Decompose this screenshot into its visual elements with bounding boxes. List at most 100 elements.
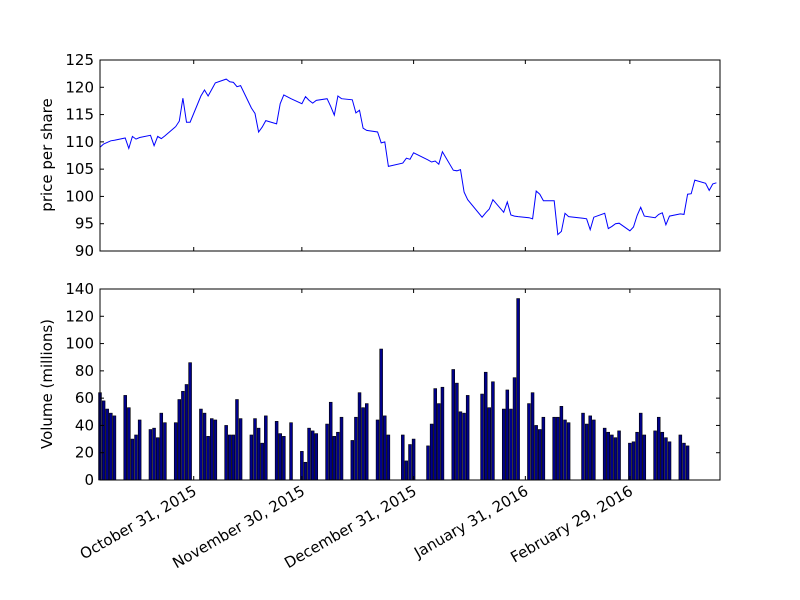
volume-bar: [617, 430, 621, 481]
volume-bar: [109, 412, 113, 481]
volume-bar: [451, 369, 455, 481]
volume-ytick-label: 20: [75, 444, 94, 462]
volume-bar: [501, 408, 506, 481]
volume-bar: [332, 436, 337, 481]
volume-bar: [512, 377, 517, 481]
volume-bar: [401, 434, 405, 481]
volume-bar: [148, 429, 153, 481]
volume-bar: [642, 434, 647, 481]
volume-bar: [202, 412, 207, 481]
volume-bar: [181, 391, 185, 481]
volume-bar: [127, 407, 131, 481]
volume-bar: [364, 403, 369, 481]
price-line: [99, 78, 717, 236]
volume-bar: [631, 441, 636, 481]
volume-bar: [664, 437, 668, 481]
volume-bar: [667, 441, 672, 481]
price-y-axis: 90 95 100 105 110 115 120 125: [65, 51, 720, 260]
volume-bar: [249, 434, 254, 481]
volume-bar: [566, 422, 571, 481]
volume-ytick-label: 0: [84, 471, 94, 489]
volume-bar: [339, 416, 344, 481]
price-ytick-label: 95: [75, 215, 94, 233]
volume-bar: [610, 434, 614, 481]
volume-bar: [173, 422, 178, 481]
volume-y-axis: 0 20 40 60 80 100 120 140: [65, 280, 720, 489]
volume-bar: [310, 430, 315, 481]
volume-bar: [325, 423, 329, 481]
volume-bar: [163, 422, 167, 481]
volume-bar: [105, 408, 109, 481]
volume-bar: [559, 406, 564, 481]
volume-bar: [602, 427, 607, 481]
volume-ytick-label: 140: [65, 280, 94, 298]
volume-bar: [213, 419, 218, 481]
volume-bar: [462, 412, 466, 481]
volume-bar: [455, 382, 459, 481]
volume-ytick-label: 60: [75, 389, 94, 407]
volume-bar: [235, 399, 239, 481]
volume-bar: [357, 392, 362, 481]
volume-bar: [336, 431, 340, 481]
volume-bar: [379, 348, 383, 481]
volume-bar: [458, 411, 463, 481]
price-ytick-label: 125: [65, 51, 94, 69]
volume-marks: [98, 288, 721, 481]
volume-bar: [354, 416, 358, 481]
volume-bar: [516, 298, 520, 481]
volume-bar: [155, 437, 160, 481]
volume-bar: [134, 434, 138, 481]
volume-bar: [685, 445, 690, 481]
volume-y-axis-title: Volume (millions): [38, 319, 56, 449]
volume-bar: [184, 384, 189, 481]
price-ytick-label: 120: [65, 78, 94, 96]
volume-bar: [660, 431, 665, 481]
volume-frame: [99, 288, 721, 481]
volume-bar: [307, 427, 311, 481]
volume-bar: [300, 451, 304, 481]
volume-bar: [256, 427, 261, 481]
volume-bar: [534, 425, 538, 481]
volume-bar: [480, 393, 484, 481]
volume-bar: [606, 431, 610, 481]
volume-bar: [112, 415, 117, 481]
volume-bar: [530, 392, 535, 481]
volume-bar: [584, 423, 589, 481]
volume-ytick-label: 40: [75, 416, 94, 434]
volume-bar: [404, 460, 409, 481]
volume-bar: [429, 423, 434, 481]
volume-bar: [581, 412, 585, 481]
volume-bar: [375, 419, 380, 481]
volume-bar: [282, 436, 286, 481]
volume-bar: [130, 438, 135, 481]
volume-bar: [231, 434, 236, 481]
volume-bar: [426, 445, 430, 481]
volume-bar: [328, 401, 333, 481]
price-ytick-label: 105: [65, 160, 94, 178]
volume-bar: [527, 403, 531, 481]
volume-bar: [386, 434, 391, 481]
volume-bar: [678, 434, 683, 481]
volume-bar: [509, 408, 513, 481]
volume-bar: [152, 427, 156, 481]
volume-bar: [483, 371, 488, 481]
volume-bar: [638, 412, 643, 481]
volume-bar: [437, 403, 441, 481]
price-frame: [99, 59, 721, 252]
volume-bar: [101, 400, 106, 481]
volume-bar: [278, 433, 282, 481]
price-ytick-label: 115: [65, 106, 94, 124]
volume-bar: [137, 419, 142, 481]
volume-bar: [682, 442, 686, 481]
volume-bar: [538, 429, 542, 481]
price-panel: 90 95 100 105 110 115 120 125 price per share: [38, 51, 721, 260]
volume-bar: [487, 407, 492, 481]
volume-ytick-label: 80: [75, 362, 94, 380]
volume-bar: [274, 421, 279, 481]
volume-bar: [264, 415, 268, 481]
price-ytick-label: 100: [65, 187, 94, 205]
volume-bar: [303, 461, 308, 481]
volume-bar: [588, 415, 592, 481]
volume-bar: [260, 442, 264, 481]
